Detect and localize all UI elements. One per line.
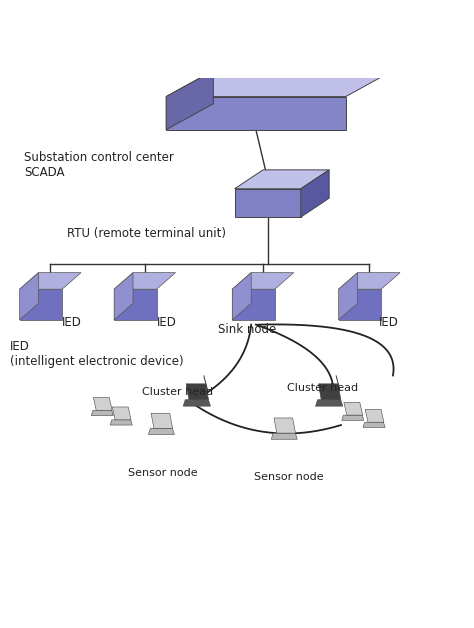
Polygon shape: [363, 422, 385, 428]
Polygon shape: [151, 413, 173, 428]
Polygon shape: [342, 415, 364, 420]
Polygon shape: [19, 273, 81, 289]
Polygon shape: [338, 273, 400, 289]
Polygon shape: [166, 70, 213, 129]
Text: Sink node: Sink node: [218, 323, 276, 337]
Polygon shape: [112, 407, 131, 420]
Text: Substation control center
SCADA: Substation control center SCADA: [24, 151, 174, 179]
Polygon shape: [235, 170, 329, 189]
Text: IED: IED: [156, 317, 176, 329]
Polygon shape: [344, 403, 363, 415]
Polygon shape: [232, 273, 294, 289]
Polygon shape: [166, 97, 346, 129]
Polygon shape: [93, 398, 112, 410]
Polygon shape: [365, 409, 384, 422]
Polygon shape: [114, 289, 156, 320]
Polygon shape: [271, 433, 297, 439]
Polygon shape: [186, 384, 209, 399]
Polygon shape: [338, 273, 357, 320]
Polygon shape: [338, 289, 381, 320]
Text: Sensor node: Sensor node: [254, 472, 323, 482]
Polygon shape: [274, 418, 295, 433]
Text: Cluster head: Cluster head: [287, 382, 358, 392]
Polygon shape: [19, 289, 62, 320]
Text: Cluster head: Cluster head: [143, 387, 214, 398]
Polygon shape: [148, 428, 174, 435]
Polygon shape: [232, 273, 251, 320]
Text: IED
(intelligent electronic device): IED (intelligent electronic device): [10, 340, 184, 368]
Polygon shape: [301, 170, 329, 217]
Polygon shape: [232, 289, 275, 320]
Text: RTU (remote terminal unit): RTU (remote terminal unit): [67, 227, 226, 239]
Polygon shape: [110, 420, 132, 425]
Text: IED: IED: [379, 317, 399, 329]
Polygon shape: [114, 273, 133, 320]
Polygon shape: [183, 399, 210, 406]
Polygon shape: [316, 399, 343, 406]
Text: IED: IED: [62, 317, 82, 329]
Polygon shape: [19, 273, 38, 320]
Polygon shape: [319, 384, 341, 399]
Polygon shape: [114, 273, 175, 289]
Text: Sensor node: Sensor node: [128, 468, 198, 478]
Polygon shape: [91, 410, 113, 416]
Polygon shape: [235, 189, 301, 217]
Polygon shape: [166, 70, 393, 97]
